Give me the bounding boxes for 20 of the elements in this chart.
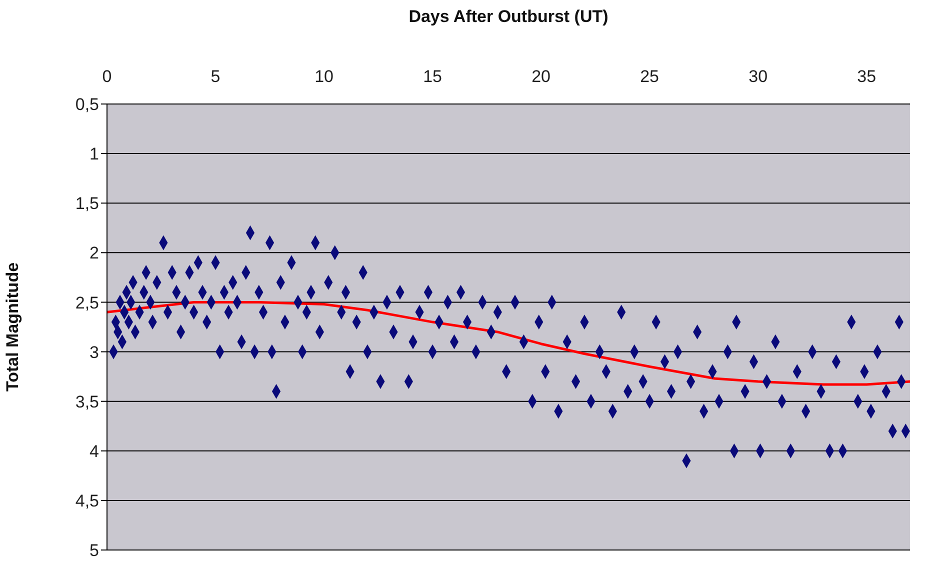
x-tick-label: 30 — [748, 67, 768, 86]
y-tick-label: 1,5 — [75, 194, 99, 214]
x-tick-label: 25 — [640, 67, 660, 86]
x-tick-label: 20 — [532, 67, 551, 86]
y-tick-label: 3,5 — [75, 392, 99, 412]
x-tick-label: 5 — [210, 67, 220, 86]
y-tick-label: 4,5 — [75, 491, 99, 510]
y-tick-label: 5 — [90, 541, 99, 560]
y-tick-label: 4 — [90, 442, 99, 461]
x-tick-label: 35 — [857, 67, 876, 86]
y-tick-label: 2 — [90, 244, 99, 263]
x-tick-label: 15 — [423, 67, 442, 86]
y-tick-label: 1 — [90, 144, 99, 164]
x-axis-title: Days After Outburst (UT) — [408, 7, 608, 26]
y-tick-label: 0,5 — [75, 95, 99, 114]
x-tick-label: 0 — [102, 67, 112, 86]
y-axis-title: Total Magnitude — [3, 262, 22, 392]
x-tick-label: 10 — [314, 67, 334, 86]
y-tick-label: 2,5 — [75, 293, 99, 312]
y-tick-label: 3 — [90, 342, 99, 362]
